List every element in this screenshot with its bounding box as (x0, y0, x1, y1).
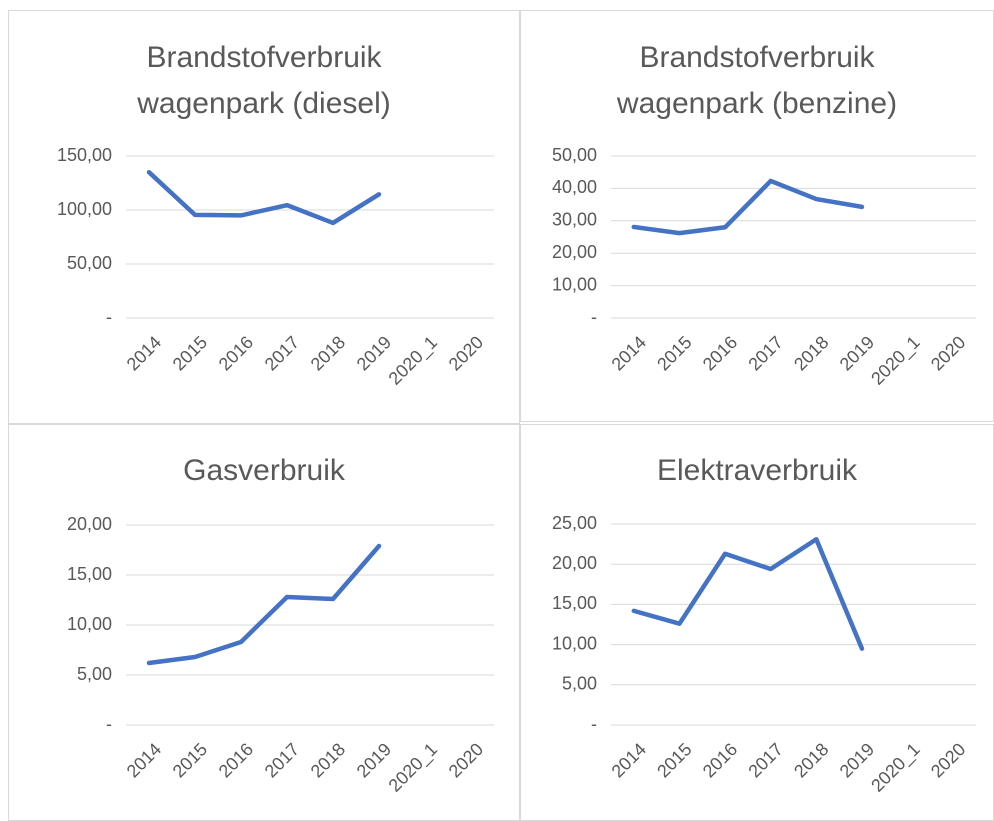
x-tick-label: 2015 (169, 739, 211, 781)
y-tick-label: - (106, 714, 112, 734)
y-tick-label: 100,00 (57, 199, 112, 219)
chart-title: Brandstofverbruik wagenpark (benzine) (616, 41, 898, 120)
y-tick-label: - (591, 307, 597, 327)
x-tick-label: 2019 (353, 739, 395, 781)
y-tick-label: 20,00 (67, 514, 112, 534)
x-tick-label: 2017 (261, 332, 303, 374)
x-tick-label: 2017 (744, 739, 786, 781)
chart-panel: -50,00 100,00 150,00 2014 2015 2016 2017 2018 20… (8, 10, 520, 424)
y-tick-label: 10,00 (552, 274, 597, 294)
x-tick-label: 2020 (445, 332, 487, 374)
x-tick-label: 2018 (307, 332, 349, 374)
x-tick-label: 2016 (215, 739, 257, 781)
data-line (631, 537, 865, 651)
y-tick-label: 20,00 (552, 242, 597, 262)
y-tick-label: 15,00 (552, 593, 597, 613)
x-tick-label: 2015 (653, 332, 695, 374)
x-tick-label: 2018 (790, 739, 832, 781)
x-tick-label: 2017 (744, 332, 786, 374)
y-tick-label: 10,00 (67, 614, 112, 634)
y-tick-label: 50,00 (552, 145, 597, 165)
data-line (631, 178, 865, 236)
x-tick-label: 2016 (215, 332, 257, 374)
x-tick-label: 2019 (836, 332, 878, 374)
y-tick-label: 150,00 (57, 145, 112, 165)
y-tick-label: - (591, 714, 597, 734)
x-tick-label: 2019 (836, 739, 878, 781)
x-tick-label: 2018 (790, 332, 832, 374)
y-tick-label: 15,00 (67, 564, 112, 584)
x-tick-label: 2014 (608, 739, 650, 781)
x-tick-label: 2014 (123, 739, 165, 781)
x-tick-label: 2015 (653, 739, 695, 781)
x-tick-label: 2015 (169, 332, 211, 374)
x-tick-label: 2020 (445, 739, 487, 781)
chart-title: Brandstofverbruik wagenpark (diesel) (137, 41, 391, 120)
x-tick-label: 2020 (927, 739, 969, 781)
y-tick-label: - (106, 307, 112, 327)
y-tick-label: 40,00 (552, 177, 597, 197)
chart: - 5,00 10,00 15,00 20,00 2014 2015 2016 2017 2018… (67, 514, 494, 796)
y-tick-label: 5,00 (77, 664, 112, 684)
x-tick-label: 2020 (927, 332, 969, 374)
x-tick-label: 2018 (307, 739, 349, 781)
x-tick-label: 2014 (123, 332, 165, 374)
x-tick-label: 2014 (608, 332, 650, 374)
chart-title: Elektraverbruik (656, 454, 858, 487)
y-tick-label: 25,00 (552, 513, 597, 533)
y-tick-label: 30,00 (552, 210, 597, 230)
x-tick-label: 2017 (261, 739, 303, 781)
x-tick-label: 2020_1 (385, 332, 442, 389)
chart-panel: -5,00 10,00 15,00 20,00 25,00 2014 2015 2016 201… (520, 424, 994, 821)
data-line (146, 169, 382, 226)
x-tick-label: 2016 (699, 332, 741, 374)
y-tick-label: 20,00 (552, 553, 597, 573)
x-tick-label: 2016 (699, 739, 741, 781)
x-tick-label: 2019 (353, 332, 395, 374)
x-tick-label: 2020_1 (867, 332, 924, 389)
y-tick-label: 10,00 (552, 633, 597, 653)
chart-panel: -10,00 20,00 30,00 40,00 50,00 2014 2015 2016 20… (520, 10, 994, 422)
data-line (146, 543, 382, 666)
y-tick-label: 50,00 (67, 253, 112, 273)
x-tick-label: 2020_1 (385, 739, 442, 796)
chart-title: Gasverbruik (183, 454, 345, 487)
chart-panel: - 5,00 10,00 15,00 20,00 2014 2015 2016 2017 2018… (8, 424, 520, 821)
y-tick-label: 5,00 (562, 674, 597, 694)
x-tick-label: 2020_1 (867, 739, 924, 796)
